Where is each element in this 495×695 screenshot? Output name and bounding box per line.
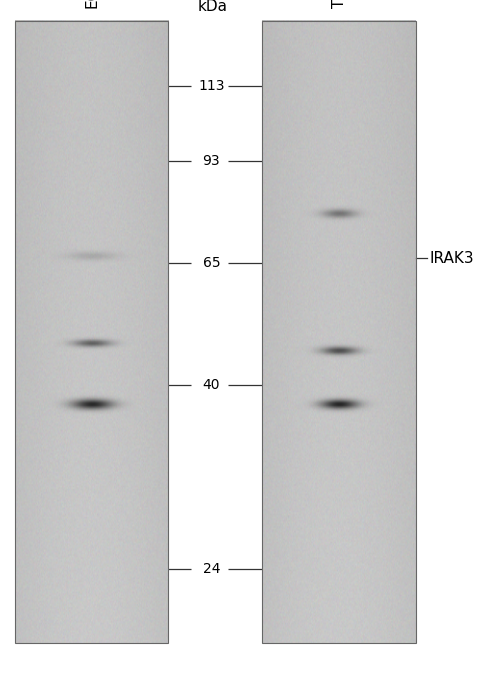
Text: IRAK3: IRAK3 <box>429 251 474 266</box>
Text: 65: 65 <box>202 256 220 270</box>
Bar <box>15 21 168 643</box>
Bar <box>262 21 416 643</box>
Text: 113: 113 <box>198 79 225 93</box>
Text: 40: 40 <box>202 378 220 392</box>
Text: 24: 24 <box>202 562 220 576</box>
Text: 93: 93 <box>202 154 220 167</box>
Text: THP-1: THP-1 <box>332 0 346 8</box>
Text: EOL-1: EOL-1 <box>84 0 99 8</box>
Text: kDa: kDa <box>198 0 228 14</box>
